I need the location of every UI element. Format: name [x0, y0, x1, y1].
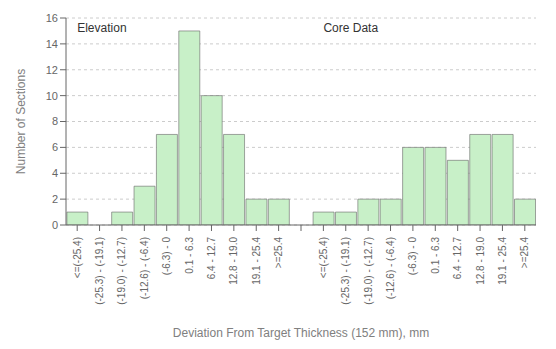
svg-text:(-6.3) - 0: (-6.3) - 0 — [407, 237, 418, 276]
svg-text:(-6.3) - 0: (-6.3) - 0 — [161, 237, 172, 276]
svg-text:10: 10 — [46, 90, 58, 102]
svg-text:(-19.0) - (-12.7): (-19.0) - (-12.7) — [116, 237, 127, 305]
svg-text:Core Data: Core Data — [323, 21, 378, 35]
svg-text:19.1 - 25.4: 19.1 - 25.4 — [251, 237, 262, 285]
svg-text:>=25.4: >=25.4 — [519, 237, 530, 269]
svg-text:Number of Sections: Number of Sections — [14, 69, 28, 174]
svg-text:<=(-25.4): <=(-25.4) — [72, 237, 83, 278]
svg-text:0: 0 — [52, 219, 58, 231]
svg-text:14: 14 — [46, 38, 58, 50]
svg-text:6.4 - 12.7: 6.4 - 12.7 — [206, 237, 217, 280]
svg-text:2: 2 — [52, 193, 58, 205]
svg-text:12: 12 — [46, 64, 58, 76]
svg-text:12.8 - 19.0: 12.8 - 19.0 — [228, 237, 239, 285]
svg-text:0.1 - 6.3: 0.1 - 6.3 — [430, 237, 441, 274]
svg-text:12.8 - 19.0: 12.8 - 19.0 — [475, 237, 486, 285]
svg-text:8: 8 — [52, 115, 58, 127]
svg-text:<=(-25.4): <=(-25.4) — [318, 237, 329, 278]
svg-text:6.4 - 12.7: 6.4 - 12.7 — [452, 237, 463, 280]
svg-text:19.1 - 25.4: 19.1 - 25.4 — [497, 237, 508, 285]
svg-text:4: 4 — [52, 167, 58, 179]
svg-text:(-12.6) - (-6.4): (-12.6) - (-6.4) — [139, 237, 150, 299]
svg-text:0.1 - 6.3: 0.1 - 6.3 — [184, 237, 195, 274]
svg-text:(-12.6) - (-6.4): (-12.6) - (-6.4) — [385, 237, 396, 299]
svg-text:(-25.3) - (-19.1): (-25.3) - (-19.1) — [94, 237, 105, 305]
svg-text:(-19.0) - (-12.7): (-19.0) - (-12.7) — [363, 237, 374, 305]
svg-text:>=25.4: >=25.4 — [273, 237, 284, 269]
svg-text:Elevation: Elevation — [77, 21, 126, 35]
svg-text:16: 16 — [46, 12, 58, 24]
svg-text:6: 6 — [52, 141, 58, 153]
svg-text:Deviation From Target Thicknes: Deviation From Target Thickness (152 mm)… — [173, 326, 429, 340]
svg-text:(-25.3) - (-19.1): (-25.3) - (-19.1) — [340, 237, 351, 305]
